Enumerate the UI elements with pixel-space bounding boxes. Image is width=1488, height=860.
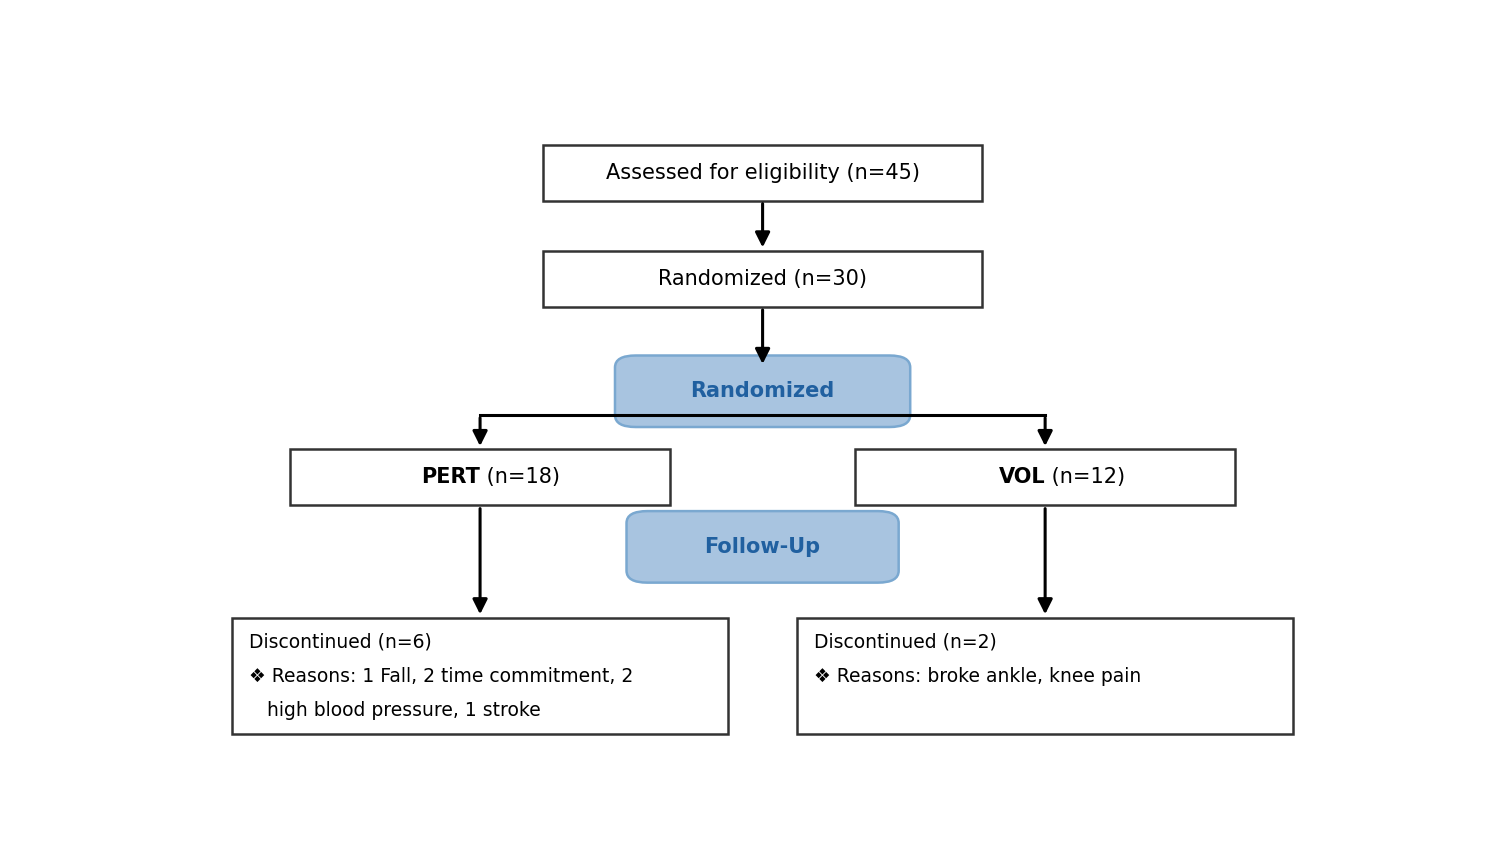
Text: Randomized: Randomized bbox=[690, 381, 835, 402]
FancyBboxPatch shape bbox=[626, 511, 899, 582]
Bar bbox=[290, 449, 671, 506]
Bar bbox=[798, 618, 1293, 734]
Bar bbox=[232, 618, 728, 734]
Text: Discontinued (n=6): Discontinued (n=6) bbox=[250, 633, 432, 652]
Bar bbox=[543, 250, 982, 307]
Text: Randomized (n=30): Randomized (n=30) bbox=[658, 268, 868, 289]
Text: Discontinued (n=2): Discontinued (n=2) bbox=[814, 633, 997, 652]
Text: (n=12): (n=12) bbox=[1045, 467, 1125, 488]
Text: Follow-Up: Follow-Up bbox=[704, 537, 821, 557]
Text: ❖ Reasons: broke ankle, knee pain: ❖ Reasons: broke ankle, knee pain bbox=[814, 667, 1141, 686]
Text: PERT: PERT bbox=[421, 467, 481, 488]
Bar bbox=[543, 144, 982, 201]
Text: VOL: VOL bbox=[998, 467, 1045, 488]
Bar bbox=[854, 449, 1235, 506]
Text: high blood pressure, 1 stroke: high blood pressure, 1 stroke bbox=[250, 702, 542, 721]
Text: Assessed for eligibility (n=45): Assessed for eligibility (n=45) bbox=[606, 163, 920, 182]
Text: (n=18): (n=18) bbox=[481, 467, 559, 488]
FancyBboxPatch shape bbox=[615, 355, 911, 427]
Text: ❖ Reasons: 1 Fall, 2 time commitment, 2: ❖ Reasons: 1 Fall, 2 time commitment, 2 bbox=[250, 667, 634, 686]
